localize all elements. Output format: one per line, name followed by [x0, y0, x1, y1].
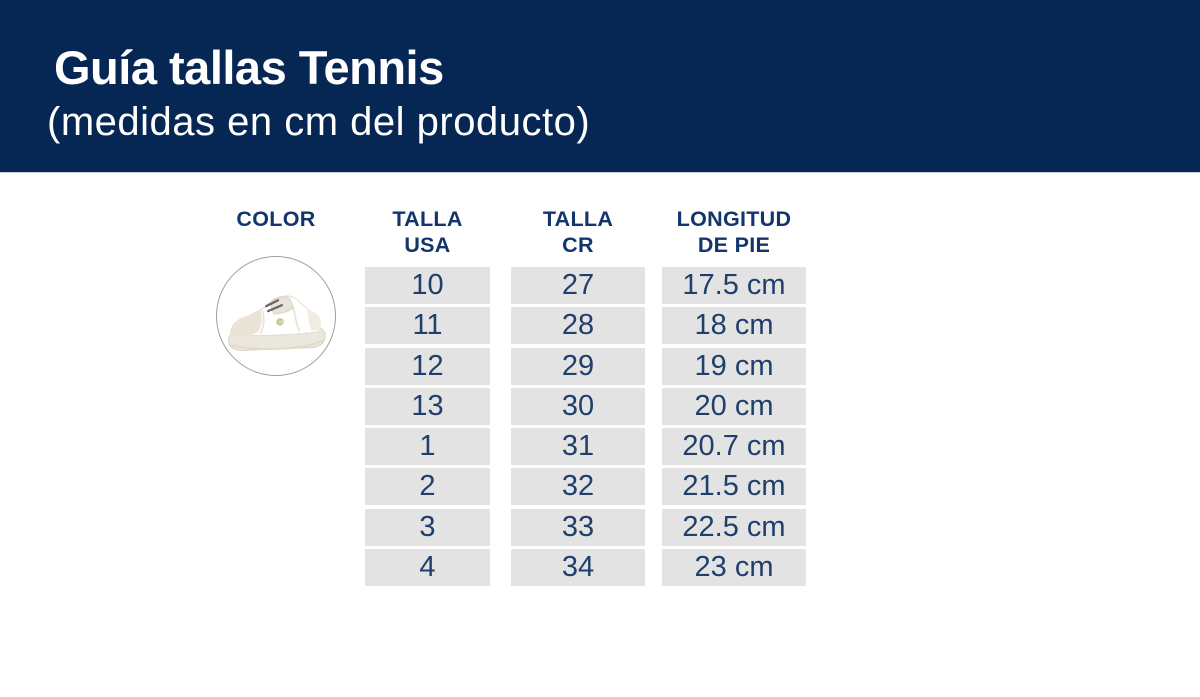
foot-length-cell: 20.7 cm: [662, 428, 806, 466]
column-header-talla-cr: TALLA CR: [542, 207, 614, 257]
cr-size-cell: 28: [511, 307, 645, 345]
title-banner: Guía tallas Tennis (medidas en cm del pr…: [0, 0, 1200, 173]
usa-size-cell: 13: [365, 387, 490, 425]
cr-size-cell: 29: [511, 347, 645, 385]
usa-size-cell: 2: [365, 468, 490, 506]
column-talla-cr: 27 28 29 30 31 32 33 34: [511, 267, 645, 589]
page-title: Guía tallas Tennis: [54, 41, 444, 94]
cr-size-cell: 31: [511, 428, 645, 466]
foot-length-cell: 17.5 cm: [662, 267, 806, 304]
cr-size-cell: 30: [511, 387, 645, 425]
product-photo-circle: [216, 256, 336, 376]
column-longitud-de-pie: 17.5 cm 18 cm 19 cm 20 cm 20.7 cm 21.5 c…: [662, 267, 806, 589]
usa-size-cell: 11: [365, 307, 490, 345]
white-sneaker-icon: [228, 295, 326, 351]
column-talla-usa: 10 11 12 13 1 2 3 4: [365, 267, 490, 589]
cr-size-cell: 32: [511, 468, 645, 506]
cr-size-cell: 27: [511, 267, 645, 304]
foot-length-cell: 20 cm: [662, 387, 806, 425]
cr-size-cell: 33: [511, 508, 645, 546]
foot-length-cell: 18 cm: [662, 307, 806, 345]
usa-size-cell: 3: [365, 508, 490, 546]
foot-length-cell: 23 cm: [662, 549, 806, 587]
column-header-color: COLOR: [236, 207, 316, 231]
usa-size-cell: 1: [365, 428, 490, 466]
foot-length-cell: 19 cm: [662, 347, 806, 385]
usa-size-cell: 4: [365, 549, 490, 587]
usa-size-cell: 12: [365, 347, 490, 385]
page-subtitle: (medidas en cm del producto): [47, 100, 591, 144]
column-header-longitud-de-pie: LONGITUD DE PIE: [676, 207, 792, 257]
foot-length-cell: 22.5 cm: [662, 508, 806, 546]
foot-length-cell: 21.5 cm: [662, 468, 806, 506]
column-header-talla-usa: TALLA USA: [392, 207, 463, 257]
cr-size-cell: 34: [511, 549, 645, 587]
usa-size-cell: 10: [365, 267, 490, 304]
